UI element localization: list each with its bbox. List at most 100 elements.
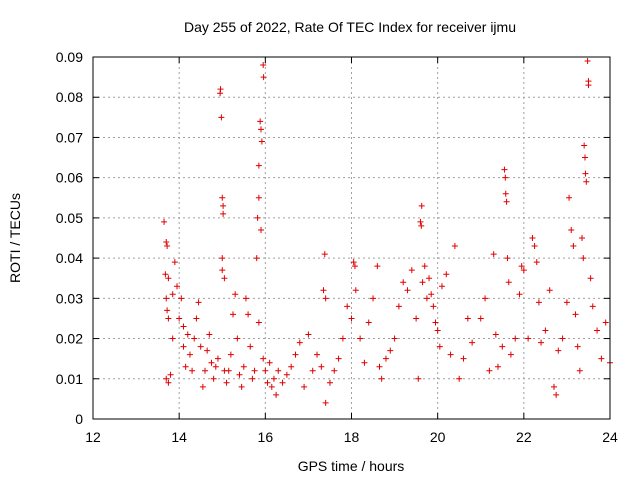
data-point (533, 259, 540, 266)
data-point (236, 371, 243, 378)
data-point (404, 287, 411, 294)
data-point (418, 222, 425, 229)
data-point (361, 359, 368, 366)
data-point (432, 319, 439, 326)
data-point (309, 367, 316, 374)
data-point (370, 295, 377, 302)
data-point (266, 359, 273, 366)
data-point (251, 367, 258, 374)
data-point (223, 379, 230, 386)
data-point (301, 383, 308, 390)
data-point (531, 243, 538, 250)
data-point (174, 283, 181, 290)
data-point (376, 363, 383, 370)
data-point (163, 375, 170, 382)
data-point (456, 375, 463, 382)
data-point (254, 214, 261, 221)
data-point (255, 162, 262, 169)
data-point (260, 62, 267, 69)
data-point (335, 355, 342, 362)
data-point (529, 235, 536, 241)
x-tick-label: 22 (516, 429, 532, 445)
data-point (387, 347, 394, 354)
data-point (348, 315, 355, 322)
data-point (217, 86, 224, 93)
data-point (264, 379, 271, 386)
data-point (176, 315, 183, 322)
data-point (208, 359, 215, 366)
data-point (326, 379, 333, 386)
data-point (507, 351, 514, 358)
data-point (232, 291, 239, 298)
data-point (220, 202, 227, 209)
data-point (238, 383, 245, 390)
y-tick-label: 0 (75, 411, 83, 427)
data-point (512, 335, 519, 342)
data-point (165, 379, 172, 386)
data-point (275, 367, 282, 374)
data-point (331, 367, 338, 374)
data-point (212, 363, 219, 370)
data-point (351, 263, 358, 270)
data-point (182, 363, 189, 370)
data-point (230, 311, 237, 318)
data-point (518, 263, 525, 270)
data-point (447, 351, 454, 358)
data-point (391, 335, 398, 342)
data-point (504, 255, 511, 262)
data-point (352, 287, 359, 294)
y-tick-label: 0.02 (56, 331, 83, 347)
data-point (165, 315, 172, 322)
chart-title: Day 255 of 2022, Rate Of TEC Index for r… (184, 19, 516, 35)
data-point (218, 114, 225, 121)
data-point (242, 295, 249, 302)
data-point (451, 243, 458, 250)
data-point (191, 335, 198, 342)
data-point (178, 295, 185, 302)
data-point (421, 263, 428, 270)
data-point (400, 279, 407, 286)
data-point (195, 299, 202, 306)
data-point (408, 267, 415, 274)
data-point (163, 295, 170, 302)
data-point (423, 295, 430, 302)
data-point (258, 126, 265, 133)
data-point (582, 170, 589, 177)
data-point (186, 351, 193, 358)
data-point (169, 291, 176, 298)
data-point (365, 319, 372, 326)
data-point (576, 367, 583, 374)
data-point (204, 347, 211, 354)
data-point (563, 299, 570, 306)
data-point (322, 295, 329, 302)
data-point (283, 371, 290, 378)
data-point (292, 351, 299, 358)
data-point (550, 383, 557, 390)
data-point (535, 299, 542, 306)
data-point (169, 335, 176, 342)
y-tick-label: 0.05 (56, 210, 83, 226)
data-point (322, 399, 329, 406)
data-point (321, 251, 328, 258)
data-point (220, 210, 227, 217)
data-point (210, 375, 217, 382)
data-point (258, 138, 265, 145)
data-point (587, 275, 594, 282)
data-point (505, 279, 512, 286)
data-point (559, 335, 566, 342)
data-point (288, 363, 295, 370)
data-point (214, 355, 221, 362)
data-point (245, 311, 252, 318)
data-point (417, 218, 424, 225)
data-point (443, 271, 450, 278)
data-point (344, 303, 351, 310)
data-point (574, 343, 581, 350)
data-point (555, 347, 562, 354)
data-point (434, 327, 441, 334)
data-point (418, 202, 425, 209)
data-point (193, 315, 200, 322)
data-point (464, 315, 471, 322)
data-point (199, 383, 206, 390)
data-point (374, 263, 381, 270)
data-point (249, 375, 256, 382)
